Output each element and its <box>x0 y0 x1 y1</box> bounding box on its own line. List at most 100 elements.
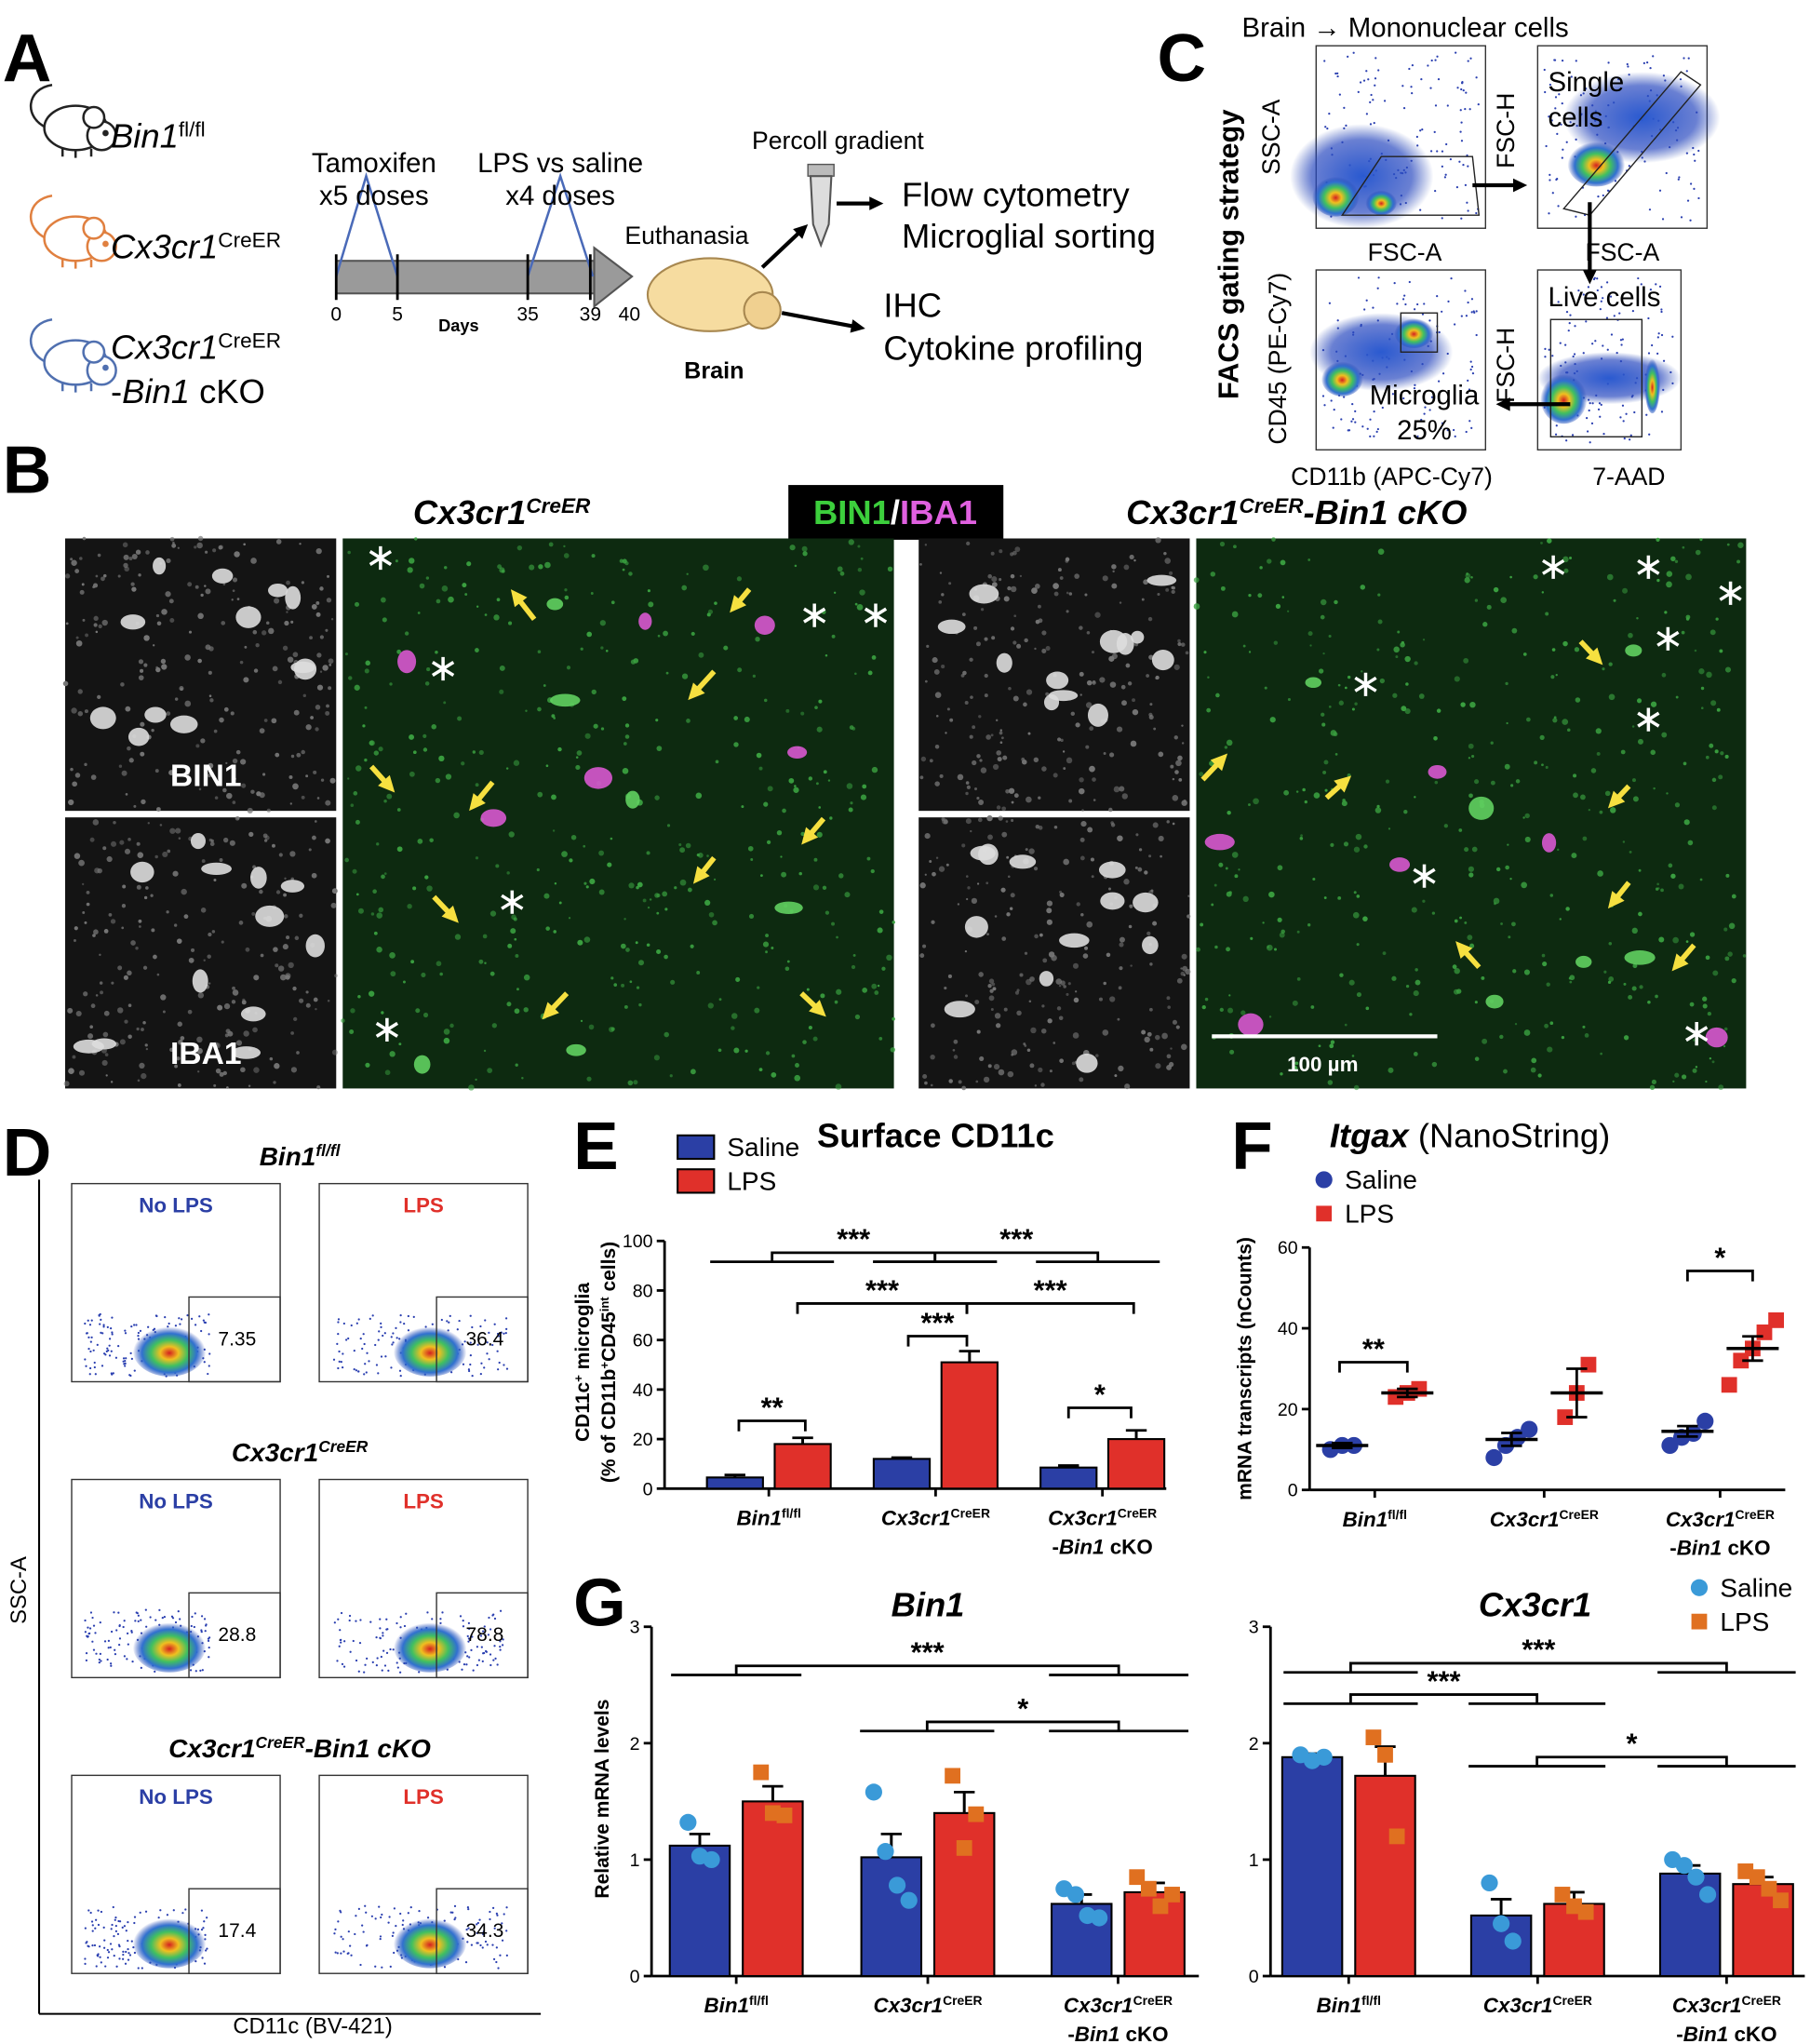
speckle <box>584 936 591 943</box>
speckle <box>1106 953 1111 958</box>
speckle <box>1049 951 1054 957</box>
speckle <box>1354 847 1360 853</box>
facs-event <box>1409 281 1411 283</box>
speckle <box>1404 656 1410 662</box>
speckle <box>1149 962 1152 965</box>
flow-event <box>178 1610 180 1612</box>
speckle <box>1206 708 1211 713</box>
facs-event <box>1462 164 1464 166</box>
speckle <box>583 845 585 848</box>
flow-event <box>117 1920 119 1922</box>
flow-event <box>364 1664 366 1666</box>
flow-event <box>341 1936 342 1938</box>
speckle <box>1117 1018 1120 1021</box>
speckle <box>1414 796 1415 798</box>
y-tick-label: 0 <box>1288 1481 1298 1501</box>
speckle <box>690 945 694 948</box>
label-part: CreER <box>218 329 281 352</box>
flow-event <box>395 1327 396 1329</box>
speckle <box>1377 594 1380 597</box>
speckle <box>140 752 144 757</box>
flow-event <box>337 1333 339 1335</box>
facs-event <box>1354 410 1356 412</box>
speckle <box>260 792 265 798</box>
label-part: Cx3cr1 <box>1479 1586 1591 1624</box>
speckle <box>84 921 87 924</box>
facs-event <box>1620 339 1622 341</box>
speckle <box>1305 800 1307 803</box>
flow-event <box>111 1373 113 1375</box>
speckle <box>523 1007 528 1012</box>
speckle <box>1269 1015 1271 1017</box>
flow-event <box>99 1659 101 1661</box>
y-tick-label: 2 <box>1249 1734 1259 1755</box>
speckle <box>1464 847 1468 852</box>
speckle <box>1460 702 1465 706</box>
speckle <box>1338 684 1341 687</box>
flow-event <box>125 1363 127 1365</box>
speckle <box>1009 788 1014 794</box>
speckle <box>315 705 321 710</box>
flow-event <box>107 1949 109 1951</box>
speckle <box>678 843 681 846</box>
flow-event <box>145 1608 147 1610</box>
flow-event <box>203 1319 205 1321</box>
flow-event <box>138 1967 140 1969</box>
facs-event <box>1465 91 1467 93</box>
speckle <box>1012 801 1014 804</box>
cell <box>550 694 581 707</box>
speckle <box>1170 1047 1172 1049</box>
speckle <box>592 690 597 694</box>
speckle <box>1693 1069 1697 1073</box>
speckle <box>1092 651 1094 653</box>
flow-event <box>149 1616 151 1618</box>
facs-event <box>1324 126 1326 128</box>
speckle <box>974 787 977 790</box>
speckle <box>941 593 944 596</box>
gate-name: Single <box>1549 67 1625 98</box>
speckle <box>878 985 879 987</box>
facs-event <box>1377 276 1379 278</box>
speckle <box>1388 1068 1393 1073</box>
speckle <box>1282 596 1285 598</box>
flow-event <box>154 1671 155 1673</box>
point <box>968 1807 984 1822</box>
speckle <box>195 744 199 747</box>
speckle <box>1651 702 1656 707</box>
label-part: Bin1 <box>260 1142 316 1171</box>
flow-event <box>497 1967 499 1969</box>
speckle <box>892 921 895 923</box>
speckle <box>658 635 661 638</box>
flow-event <box>107 1659 109 1661</box>
flow-event <box>441 1611 443 1613</box>
flow-event <box>126 1930 127 1931</box>
facs-axis-label: FSC-H <box>1492 93 1520 168</box>
speckle <box>1199 772 1203 776</box>
flow-event <box>378 1906 380 1908</box>
speckle <box>299 999 303 1003</box>
speckle <box>1155 678 1157 679</box>
flow-event <box>111 1351 113 1352</box>
facs-event <box>1416 303 1418 305</box>
speckle <box>1661 733 1667 738</box>
label-part: fl/fl <box>749 1993 769 2008</box>
speckle <box>529 565 534 571</box>
flow-event <box>466 1655 468 1657</box>
significance: * <box>1017 1692 1028 1725</box>
speckle <box>178 547 180 549</box>
facs-event <box>1463 89 1465 91</box>
x-tick-label: Cx3cr1CreER <box>1483 1993 1592 2017</box>
label-part: CreER <box>526 494 591 518</box>
facs-event <box>1352 418 1354 420</box>
speckle <box>139 1063 144 1069</box>
speckle <box>1007 586 1011 590</box>
panel-letter: G <box>573 1565 626 1640</box>
speckle <box>1314 792 1321 799</box>
flow-event <box>354 1350 355 1351</box>
facs-event <box>1434 60 1436 61</box>
facs-event <box>1328 113 1330 114</box>
flow-event <box>497 1663 499 1665</box>
speckle <box>1211 904 1213 907</box>
speckle <box>1487 605 1492 610</box>
speckle <box>577 750 583 756</box>
